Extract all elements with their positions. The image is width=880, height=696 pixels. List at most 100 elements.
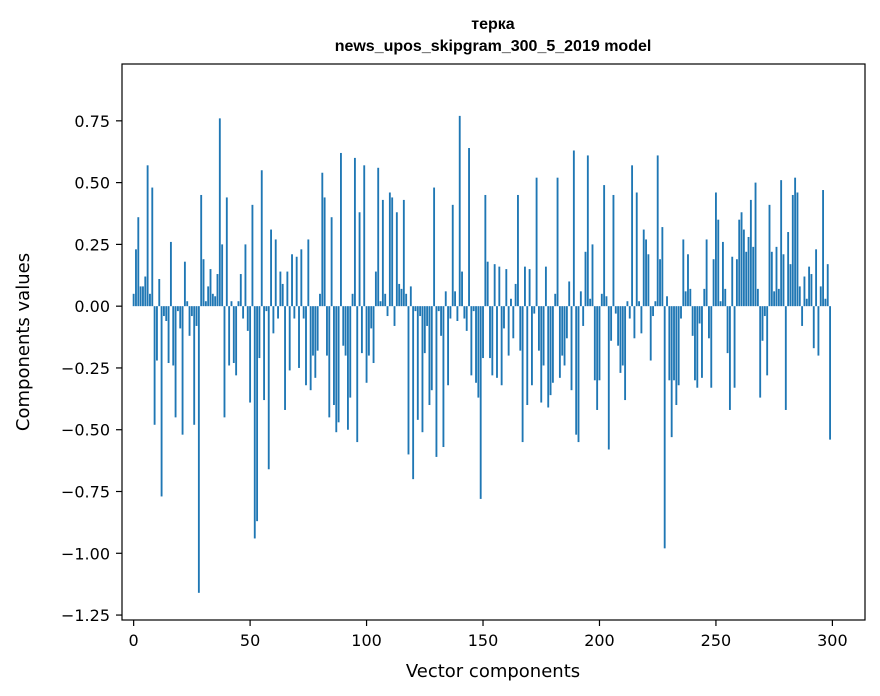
bar-91 (344, 306, 347, 356)
bar-87 (335, 306, 338, 433)
bar-137 (451, 204, 454, 307)
bar-125 (423, 306, 426, 354)
y-tick-label: 0.75 (74, 112, 110, 131)
y-tick-label: 0.00 (74, 297, 110, 316)
bar-75 (307, 239, 310, 307)
bar-248 (710, 306, 713, 388)
bar-138 (454, 291, 456, 307)
bar-126 (426, 306, 429, 326)
bar-169 (526, 306, 529, 406)
x-tick-label: 100 (351, 631, 382, 650)
bar-293 (815, 249, 818, 307)
bar-235 (680, 306, 682, 319)
bar-122 (416, 306, 419, 420)
bar-43 (232, 306, 235, 364)
bar-159 (503, 306, 505, 329)
bar-257 (731, 256, 734, 307)
bar-246 (705, 239, 708, 307)
bar-268 (756, 288, 759, 307)
bar-227 (661, 227, 664, 307)
x-tick-label: 150 (468, 631, 499, 650)
bar-53 (256, 306, 259, 522)
bar-155 (493, 264, 496, 307)
bar-series (132, 115, 831, 593)
bar-15 (167, 306, 170, 364)
bar-247 (708, 306, 710, 339)
bar-27 (195, 306, 198, 326)
bar-21 (181, 306, 184, 435)
bar-281 (787, 232, 790, 307)
bar-51 (251, 204, 254, 307)
bar-157 (498, 266, 501, 307)
bar-24 (188, 306, 191, 336)
bar-121 (414, 306, 417, 312)
bar-206 (612, 194, 615, 307)
bar-277 (777, 288, 780, 307)
bar-93 (349, 306, 352, 398)
bar-32 (207, 286, 210, 307)
bar-119 (409, 286, 412, 307)
bar-267 (754, 182, 757, 307)
bar-56 (263, 306, 266, 401)
bar-224 (654, 301, 657, 307)
bar-20 (179, 306, 182, 329)
y-axis-label: Components values (13, 253, 34, 431)
bar-106 (379, 301, 382, 307)
bar-84 (328, 306, 331, 418)
y-tick-label: −0.25 (61, 359, 110, 378)
bar-110 (388, 192, 391, 307)
bar-256 (728, 306, 731, 410)
bar-175 (540, 306, 543, 403)
bar-117 (405, 293, 408, 307)
bar-77 (312, 306, 314, 356)
bar-81 (321, 172, 324, 307)
bar-213 (628, 306, 631, 319)
bar-14 (165, 306, 168, 321)
bar-123 (419, 306, 422, 317)
bar-152 (486, 261, 489, 307)
bar-188 (570, 306, 573, 391)
bar-172 (533, 306, 536, 314)
bar-19 (176, 306, 179, 312)
bar-63 (279, 271, 282, 307)
bar-158 (500, 306, 503, 386)
bar-86 (333, 306, 335, 406)
bar-170 (528, 269, 531, 307)
y-tick-label: −0.75 (61, 483, 110, 502)
bar-285 (796, 192, 799, 307)
bar-179 (549, 306, 552, 396)
bar-208 (617, 306, 620, 346)
bar-42 (230, 301, 233, 307)
bar-187 (568, 281, 571, 307)
bar-95 (353, 157, 356, 307)
bar-161 (507, 306, 510, 356)
bar-3 (139, 286, 142, 307)
bar-113 (395, 212, 398, 307)
bar-52 (253, 306, 256, 539)
bar-223 (652, 306, 654, 317)
bar-71 (298, 306, 300, 368)
bar-254 (724, 288, 727, 307)
bar-266 (752, 246, 755, 307)
bar-290 (808, 266, 811, 307)
bar-176 (542, 306, 545, 366)
y-tick-label: 0.25 (74, 235, 110, 254)
bar-78 (314, 306, 317, 378)
y-tick-label: 0.50 (74, 174, 110, 193)
bar-288 (803, 276, 806, 307)
bar-141 (461, 271, 463, 307)
chart-subtitle: news_upos_skipgram_300_5_2019 model (335, 38, 652, 55)
bar-55 (260, 170, 263, 307)
bar-100 (365, 306, 368, 383)
bar-270 (761, 306, 764, 341)
bar-116 (402, 199, 405, 307)
bar-148 (477, 306, 480, 398)
bar-39 (223, 306, 226, 418)
bar-244 (701, 306, 703, 378)
bar-48 (244, 244, 247, 307)
bar-265 (749, 199, 752, 307)
bar-54 (258, 306, 261, 359)
bar-47 (242, 306, 245, 319)
bar-102 (370, 306, 373, 329)
bar-16 (169, 241, 172, 307)
